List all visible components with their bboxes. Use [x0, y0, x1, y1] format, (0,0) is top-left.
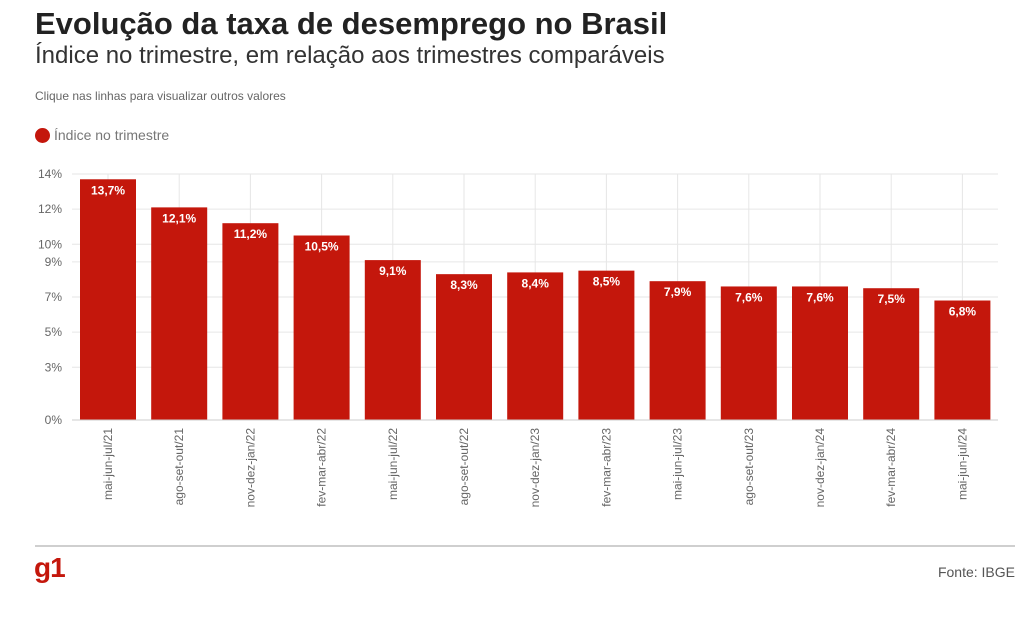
x-tick-label: mai-jun-jul/21	[101, 428, 115, 500]
bar-data-label: 10,5%	[305, 240, 339, 254]
bar-data-label: 11,2%	[234, 227, 268, 241]
x-tick-label: fev-mar-abr/24	[884, 428, 898, 507]
bar-data-label: 9,1%	[379, 264, 407, 278]
x-tick-label: mai-jun-jul/23	[671, 428, 685, 500]
x-tick-label: ago-set-out/21	[172, 428, 186, 506]
x-tick-label: mai-jun-jul/24	[955, 428, 969, 500]
bar-data-label: 13,7%	[91, 183, 125, 197]
bar-data-label: 7,6%	[806, 290, 834, 304]
x-tick-label: nov-dez-jan/23	[528, 428, 542, 508]
chart-subtitle: Índice no trimestre, em relação aos trim…	[35, 42, 665, 69]
source-text: Fonte: IBGE	[937, 564, 1015, 580]
chart-instruction: Clique nas linhas para visualizar outros…	[35, 89, 286, 103]
x-tick-label: nov-dez-jan/22	[243, 428, 257, 508]
bar[interactable]	[720, 286, 777, 420]
y-tick-label: 7%	[45, 290, 63, 304]
bar[interactable]	[507, 272, 564, 420]
bar[interactable]	[293, 235, 350, 421]
bar[interactable]	[934, 300, 991, 420]
x-tick-label: fev-mar-abr/22	[315, 428, 329, 507]
bar[interactable]	[578, 270, 635, 420]
bar-data-label: 7,9%	[664, 285, 692, 299]
legend-item-indice[interactable]: Índice no trimestre	[35, 125, 169, 145]
bar-data-label: 6,8%	[949, 305, 977, 319]
bar-data-label: 8,3%	[450, 278, 478, 292]
chart-title: Evolução da taxa de desemprego no Brasil	[35, 6, 668, 41]
y-tick-label: 5%	[45, 325, 63, 339]
g1-logo: g1	[34, 552, 66, 583]
bar-data-label: 8,4%	[522, 276, 550, 290]
y-tick-label: 0%	[45, 413, 63, 427]
y-tick-label: 10%	[38, 237, 62, 251]
bar-data-label: 12,1%	[162, 211, 196, 225]
y-tick-label: 12%	[38, 202, 62, 216]
bar[interactable]	[222, 223, 279, 420]
bar-data-label: 7,5%	[878, 292, 906, 306]
bar[interactable]	[80, 179, 136, 420]
x-tick-label: nov-dez-jan/24	[813, 428, 827, 508]
y-tick-label: 9%	[45, 255, 63, 269]
x-tick-label: fev-mar-abr/23	[599, 428, 613, 507]
x-tick-label: mai-jun-jul/22	[386, 428, 400, 500]
legend-label: Índice no trimestre	[54, 127, 170, 143]
bar-chart: 0% 3% 5% 7% 9% 10% 12% 14% 13,7% 12,1% 11,2% 10,5% 9…	[38, 167, 998, 508]
bar[interactable]	[649, 281, 706, 420]
x-tick-label: ago-set-out/23	[742, 428, 756, 506]
bar[interactable]	[364, 260, 421, 420]
y-tick-label: 14%	[38, 167, 62, 181]
y-tick-label: 3%	[45, 360, 63, 374]
bar-data-label: 7,6%	[735, 290, 763, 304]
x-tick-label: ago-set-out/22	[457, 428, 471, 506]
bar[interactable]	[436, 274, 492, 420]
bar[interactable]	[863, 288, 920, 420]
legend-dot-icon	[35, 127, 50, 143]
bar[interactable]	[151, 207, 208, 420]
bar[interactable]	[792, 286, 848, 420]
footer-divider	[35, 545, 1015, 547]
bar-data-label: 8,5%	[593, 275, 621, 289]
